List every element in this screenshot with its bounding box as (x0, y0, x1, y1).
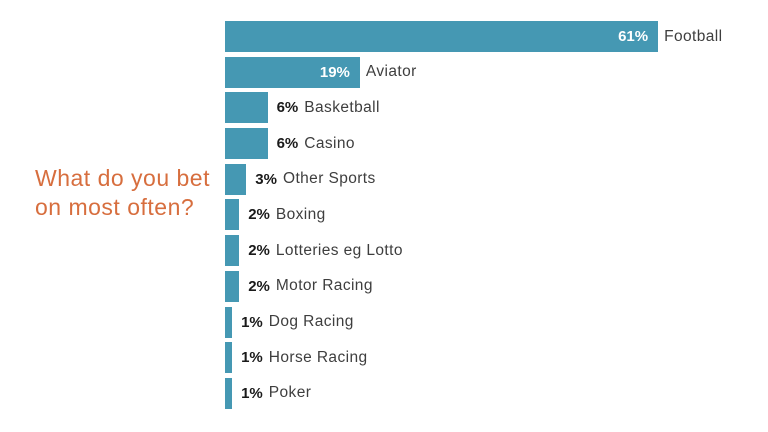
bar: 61% (225, 21, 659, 52)
bar (225, 270, 240, 302)
percent-label: 61% (618, 28, 649, 45)
bar-row: 1% Dog Racing (225, 306, 722, 338)
bar (225, 163, 247, 195)
percent-label: 19% (319, 63, 350, 81)
bar (225, 199, 240, 231)
bar: 19% (225, 56, 360, 88)
bar-rows: 61% Football 19% Aviator 6% Basketball 6% Casin… (225, 21, 722, 409)
category-label: Casino (304, 134, 355, 152)
percent-label: 2% (248, 206, 270, 224)
bar-row: 3% Other Sports (225, 163, 722, 195)
bar-row: 19% Aviator (225, 56, 722, 88)
bar-row: 1% Poker (225, 377, 722, 409)
bar (225, 342, 233, 374)
bar (225, 377, 233, 409)
category-label: Lotteries eg Lotto (275, 241, 403, 259)
percent-label: 2% (248, 277, 270, 295)
bar (225, 128, 268, 160)
bar (225, 235, 240, 267)
bar (225, 92, 268, 124)
percent-label: 1% (241, 313, 263, 331)
category-label: Football (664, 27, 723, 45)
percent-label: 2% (248, 242, 270, 260)
category-label: Poker (268, 384, 312, 402)
bar-chart: 61% Football 19% Aviator 6% Basketball 6% Casin… (225, 21, 722, 414)
category-label: Motor Racing (275, 277, 373, 295)
category-label: Dog Racing (268, 313, 354, 330)
bar-row: 2% Motor Racing (225, 270, 722, 302)
percent-label: 3% (255, 170, 277, 188)
bar-row: 6% Casino (225, 128, 722, 160)
percent-label: 1% (241, 384, 263, 402)
bar-row: 61% Football (225, 21, 722, 52)
percent-label: 6% (276, 135, 299, 153)
category-label: Boxing (275, 205, 326, 223)
category-label: Other Sports (282, 170, 376, 188)
category-label: Aviator (365, 63, 417, 81)
category-label: Horse Racing (268, 348, 368, 366)
bar-row: 2% Boxing (225, 199, 722, 231)
bar-row: 2% Lotteries eg Lotto (225, 235, 722, 267)
chart-title: What do you bet on most often? (35, 165, 210, 220)
percent-label: 6% (276, 99, 299, 117)
bar-row: 1% Horse Racing (225, 342, 722, 374)
category-label: Basketball (304, 98, 380, 116)
bar (225, 306, 233, 338)
percent-label: 1% (241, 349, 263, 367)
bar-row: 6% Basketball (225, 92, 722, 124)
